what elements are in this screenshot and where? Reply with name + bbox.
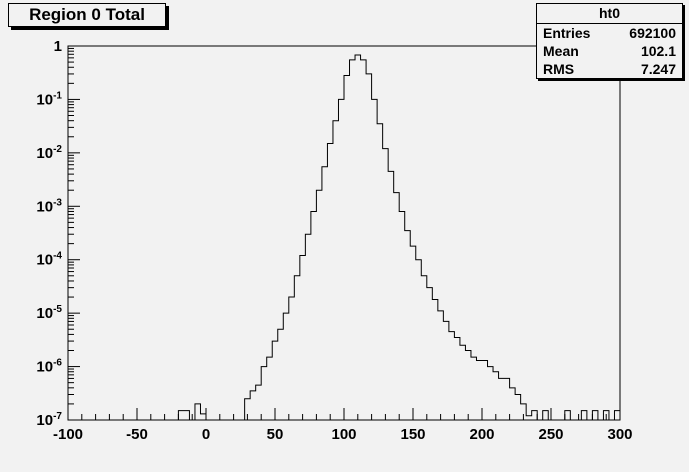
y-axis: 1 10-1 10-2 10-3 10-4 10-5 10-6 10-7 [36, 38, 80, 429]
stats-row-entries: Entries 692100 [537, 24, 682, 42]
y-tick-label: 10-3 [36, 197, 62, 215]
stats-value: 7.247 [640, 61, 676, 77]
y-tick-label: 10-7 [36, 411, 62, 429]
x-tick-label: 0 [202, 426, 210, 443]
stats-label: Mean [543, 43, 579, 59]
stats-label: Entries [543, 25, 591, 41]
x-tick-label: 50 [267, 426, 284, 443]
stats-value: 102.1 [640, 43, 676, 59]
chart-title: Region 0 Total [8, 3, 166, 27]
stats-box: ht0 Entries 692100 Mean 102.1 RMS 7.247 [536, 3, 683, 79]
y-tick-label: 10-2 [36, 144, 62, 162]
y-tick-label: 10-5 [36, 304, 62, 322]
x-tick-label: 200 [469, 426, 494, 443]
stats-label: RMS [543, 61, 575, 77]
x-tick-label: 150 [400, 426, 425, 443]
stats-row-mean: Mean 102.1 [537, 42, 682, 60]
stats-row-rms: RMS 7.247 [537, 60, 682, 78]
y-tick-label: 1 [54, 38, 62, 55]
histogram-series [177, 54, 621, 421]
stats-value: 692100 [629, 25, 676, 41]
x-tick-label: 300 [607, 426, 632, 443]
plot-frame [67, 45, 621, 421]
x-tick-label: 250 [538, 426, 563, 443]
x-tick-label: 100 [331, 426, 356, 443]
y-tick-label: 10-6 [36, 358, 62, 376]
stats-name: ht0 [537, 4, 682, 24]
y-tick-label: 10-1 [36, 90, 62, 108]
y-tick-label: 10-4 [36, 251, 62, 269]
x-tick-label: -50 [126, 426, 148, 443]
x-tick-label: -100 [53, 426, 83, 443]
